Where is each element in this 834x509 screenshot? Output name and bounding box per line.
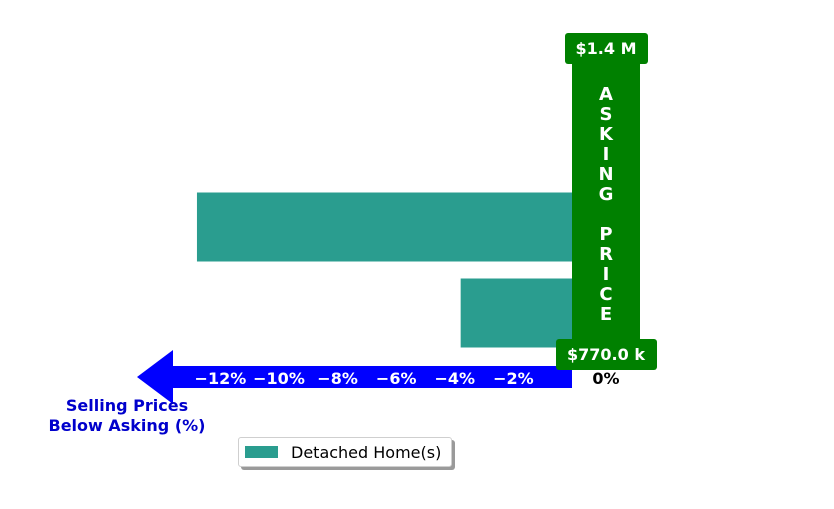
asking-price-letter: A [599,84,613,105]
asking-price-bar [572,60,640,350]
top-price-badge-bg [565,33,648,64]
x-tick-label: 0% [592,369,619,388]
bars-layer [196,105,602,348]
bottom-price-label: $770.0 k [567,345,645,364]
top-price-badge: $1.4 M [565,33,648,64]
bottom-price-badge-bg [556,339,657,370]
asking-price-band [572,60,640,350]
bar-2 [196,192,572,262]
asking-price-letter: E [600,304,612,325]
bottom-price-badge: $770.0 k [556,339,657,370]
asking-price-letter: S [600,104,613,125]
asking-price-letter: I [603,144,610,165]
legend-label: Detached Home(s) [291,442,442,462]
axis-arrow [137,350,572,404]
x-tick-label: −8% [317,369,358,388]
x-axis-label-line: Below Asking (%) [49,416,206,435]
asking-price-letter: G [599,184,614,205]
asking-price-letter: I [603,264,610,285]
bar-3 [460,278,572,348]
asking-price-letter: K [599,124,614,145]
asking-price-letter: N [598,164,613,185]
x-axis-label-line: Selling Prices [66,396,188,415]
x-tick-label: −4% [435,369,476,388]
x-axis-label: Selling Prices Below Asking (%) [49,396,206,435]
x-tick-labels: −12% −10% −8% −6% −4% −2% 0% [195,369,620,388]
x-tick-label: −2% [493,369,534,388]
legend: Detached Home(s) [238,437,452,467]
asking-price-letter: R [599,244,613,265]
x-tick-label: −6% [376,369,417,388]
x-tick-label: −10% [253,369,305,388]
x-axis [137,350,572,404]
top-price-label: $1.4 M [576,39,637,58]
x-tick-label: −12% [195,369,247,388]
legend-swatch [245,446,278,458]
asking-price-letter: C [599,284,612,305]
asking-price-letter: P [599,224,612,245]
